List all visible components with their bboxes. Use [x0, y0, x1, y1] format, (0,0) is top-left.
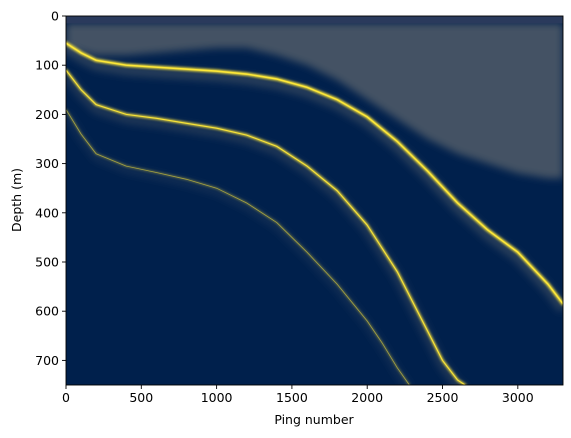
echo-core-2 [66, 69, 466, 385]
plot-frame [65, 15, 564, 386]
plot-area [66, 16, 563, 385]
x-axis: 0 500 1000 1500 2000 2500 3000 [62, 385, 534, 405]
x-axis-label: Ping number [274, 412, 354, 427]
y-tick-label: 0 [51, 9, 59, 24]
x-tick-label: 0 [62, 390, 70, 405]
echo-halo-3 [66, 111, 411, 385]
y-tick-label: 100 [35, 58, 59, 73]
y-tick-label: 500 [35, 255, 59, 270]
y-axis: 0 100 200 300 400 500 600 700 [35, 9, 66, 368]
x-tick-label: 2500 [427, 390, 459, 405]
surface-noise-band [66, 23, 563, 179]
x-tick-label: 500 [129, 390, 153, 405]
y-tick-label: 200 [35, 107, 59, 122]
echogram-layer [66, 16, 563, 385]
echo-halo-1 [66, 44, 563, 312]
echo-halo-2 [66, 72, 466, 385]
y-tick-label: 300 [35, 156, 59, 171]
echo-core-1 [66, 42, 563, 305]
x-tick-label: 1500 [276, 390, 308, 405]
y-tick-label: 600 [35, 304, 59, 319]
surface-strip [66, 16, 563, 24]
x-tick-label: 1000 [201, 390, 233, 405]
x-tick-label: 2000 [351, 390, 383, 405]
y-tick-label: 700 [35, 353, 59, 368]
y-axis-label: Depth (m) [9, 168, 24, 232]
y-tick-label: 400 [35, 205, 59, 220]
x-tick-label: 3000 [502, 390, 534, 405]
echo-core-3 [66, 109, 410, 385]
